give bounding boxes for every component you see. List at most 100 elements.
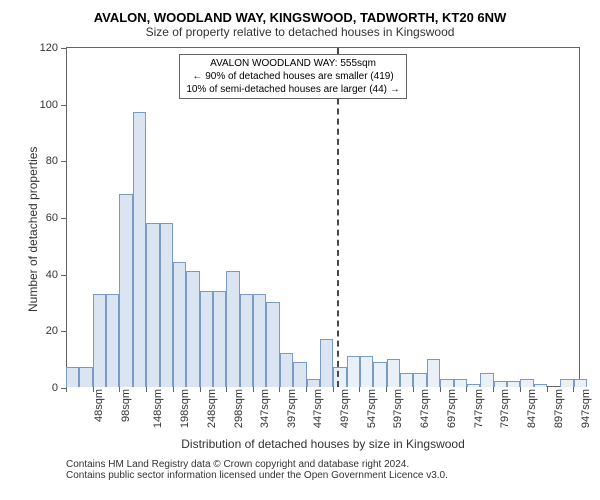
xtick-mark <box>520 387 521 392</box>
ytick-mark <box>61 275 66 276</box>
info-line-1: AVALON WOODLAND WAY: 555sqm <box>186 57 399 70</box>
histogram-bar <box>373 362 386 388</box>
xtick-mark <box>466 387 467 392</box>
histogram-bar <box>574 379 587 388</box>
histogram-bar <box>173 262 186 387</box>
histogram-bar <box>266 302 279 387</box>
footer: Contains HM Land Registry data © Crown c… <box>66 459 590 481</box>
xtick-label: 947sqm <box>580 389 592 428</box>
xtick-mark <box>253 387 254 392</box>
xtick-label: 897sqm <box>553 389 565 428</box>
xtick-label: 48sqm <box>93 389 105 422</box>
chart-area: Number of detached properties AVALON WOO… <box>66 47 580 387</box>
histogram-bar <box>133 112 146 387</box>
chart-container: AVALON, WOODLAND WAY, KINGSWOOD, TADWORT… <box>0 0 600 500</box>
histogram-bar <box>66 367 79 387</box>
histogram-bar <box>413 373 426 387</box>
ytick-label: 20 <box>46 325 58 337</box>
info-box: AVALON WOODLAND WAY: 555sqm ← 90% of det… <box>179 54 406 99</box>
xtick-mark <box>413 387 414 392</box>
xtick-mark <box>573 387 574 392</box>
histogram-bar <box>534 384 547 387</box>
y-axis-label: Number of detached properties <box>26 147 40 312</box>
xtick-label: 547sqm <box>366 389 378 428</box>
xtick-mark <box>226 387 227 392</box>
ytick-mark <box>61 161 66 162</box>
xtick-mark <box>93 387 94 392</box>
chart-subtitle: Size of property relative to detached ho… <box>10 25 590 39</box>
xtick-label: 797sqm <box>500 389 512 428</box>
ytick-label: 100 <box>40 99 58 111</box>
histogram-bar <box>226 271 239 387</box>
histogram-bar <box>79 367 92 387</box>
histogram-bar <box>307 379 320 388</box>
histogram-bar <box>160 223 173 387</box>
xtick-mark <box>146 387 147 392</box>
xtick-label: 347sqm <box>259 389 271 428</box>
histogram-bar <box>454 379 467 388</box>
footer-line-1: Contains HM Land Registry data © Crown c… <box>66 459 590 470</box>
xtick-label: 747sqm <box>473 389 485 428</box>
histogram-bar <box>467 384 480 387</box>
histogram-bar <box>480 373 493 387</box>
xtick-mark <box>306 387 307 392</box>
histogram-bar <box>560 379 573 388</box>
xtick-label: 198sqm <box>179 389 191 428</box>
histogram-bar <box>213 291 226 387</box>
histogram-bar <box>186 271 199 387</box>
histogram-bar <box>280 353 293 387</box>
xtick-label: 298sqm <box>233 389 245 428</box>
ytick-mark <box>61 218 66 219</box>
xtick-label: 248sqm <box>206 389 218 428</box>
xtick-label: 447sqm <box>312 389 324 428</box>
ytick-label: 40 <box>46 269 58 281</box>
ytick-label: 120 <box>40 42 58 54</box>
xtick-mark <box>173 387 174 392</box>
histogram-bar <box>360 356 373 387</box>
histogram-bar <box>494 381 507 387</box>
histogram-bar <box>427 359 440 387</box>
xtick-mark <box>547 387 548 392</box>
xtick-mark <box>493 387 494 392</box>
xtick-label: 148sqm <box>153 389 165 428</box>
ytick-label: 80 <box>46 155 58 167</box>
histogram-bar <box>146 223 159 387</box>
histogram-bar <box>106 294 119 388</box>
x-axis-title: Distribution of detached houses by size … <box>66 437 580 451</box>
histogram-bar <box>387 359 400 387</box>
ytick-mark <box>61 331 66 332</box>
ytick-mark <box>61 48 66 49</box>
histogram-bar <box>293 362 306 388</box>
histogram-bar <box>400 373 413 387</box>
xtick-mark <box>200 387 201 392</box>
xtick-label: 847sqm <box>526 389 538 428</box>
ytick-label: 0 <box>52 382 58 394</box>
plot-area: AVALON WOODLAND WAY: 555sqm ← 90% of det… <box>66 47 580 387</box>
xtick-label: 497sqm <box>339 389 351 428</box>
histogram-bar <box>119 194 132 387</box>
xtick-label: 647sqm <box>419 389 431 428</box>
info-line-3: 10% of semi-detached houses are larger (… <box>186 83 399 96</box>
info-line-2: ← 90% of detached houses are smaller (41… <box>186 70 399 83</box>
xtick-mark <box>119 387 120 392</box>
xtick-label: 98sqm <box>120 389 132 422</box>
xtick-label: 697sqm <box>446 389 458 428</box>
histogram-bar <box>93 294 106 388</box>
histogram-bar <box>440 379 453 388</box>
chart-title: AVALON, WOODLAND WAY, KINGSWOOD, TADWORT… <box>10 10 590 25</box>
ytick-label: 60 <box>46 212 58 224</box>
histogram-bar <box>347 356 360 387</box>
xtick-label: 397sqm <box>286 389 298 428</box>
xtick-mark <box>359 387 360 392</box>
histogram-bar <box>507 381 520 387</box>
histogram-bar <box>333 367 346 387</box>
xtick-mark <box>333 387 334 392</box>
xtick-mark <box>386 387 387 392</box>
ytick-mark <box>61 105 66 106</box>
xtick-mark <box>279 387 280 392</box>
footer-line-2: Contains public sector information licen… <box>66 470 590 481</box>
xtick-mark <box>66 387 67 392</box>
histogram-bar <box>200 291 213 387</box>
histogram-bar <box>320 339 333 387</box>
xtick-mark <box>440 387 441 392</box>
